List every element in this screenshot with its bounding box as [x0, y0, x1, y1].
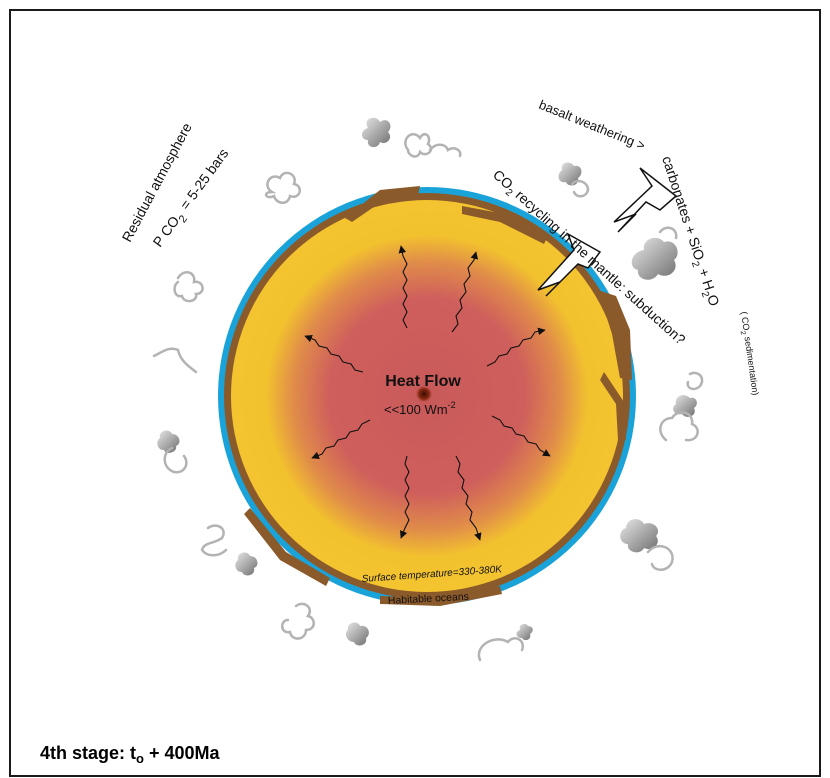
cloud-2: [558, 162, 582, 186]
core-dot: [415, 385, 433, 403]
pressure-value: = 5-25 bars: [177, 145, 232, 212]
wisp-9: [477, 637, 525, 662]
continent-top-right: [462, 206, 548, 244]
continent-bottom-left: [244, 508, 330, 586]
wisp-2: [428, 143, 462, 158]
heat-arrow-nw: [304, 334, 364, 373]
wisp-1: [404, 133, 433, 158]
wisp-14: [570, 179, 590, 198]
heat-flow-title: Heat Flow: [385, 373, 461, 390]
heat-flow-value: <<100 Wm-2: [384, 400, 456, 417]
weathering-line2: carbonates + SiO2 + H2O: [655, 154, 722, 309]
stage-label: 4th stage: to + 400Ma: [40, 743, 220, 766]
habitable-oceans: Habitable oceans: [388, 591, 470, 607]
cloud-1: [362, 117, 391, 148]
heat-arrow-n2: [451, 251, 479, 333]
continent-top-left: [345, 186, 420, 222]
wisp-3: [264, 171, 302, 204]
wisp-13: [658, 226, 678, 240]
weathering-arrow: [613, 167, 678, 233]
continent-right: [598, 290, 632, 380]
cloud-8: [235, 552, 258, 576]
cloud-wisps: [152, 133, 704, 662]
subducting-slab: [600, 372, 626, 440]
heat-flow-arrows: [304, 245, 551, 541]
wisp-4: [173, 270, 204, 303]
cloud-3: [631, 237, 678, 280]
subduction-arrow: [537, 232, 602, 297]
heat-arrow-s2: [455, 455, 482, 541]
cloud-6: [516, 623, 533, 641]
heat-arrow-n1: [398, 245, 408, 329]
cloud-7: [346, 622, 369, 646]
cloud-5: [620, 519, 659, 553]
heat-arrow-sw: [311, 419, 371, 460]
wisp-8: [281, 602, 315, 640]
sedimentation-note: ( CO2 sedimentation): [736, 311, 761, 396]
wisp-7: [200, 524, 228, 557]
cloud-9: [157, 430, 180, 453]
wisp-5: [152, 347, 198, 374]
continent-bottom: [380, 586, 502, 606]
wisp-10: [646, 544, 674, 571]
wisp-11: [659, 411, 699, 442]
heat-arrow-ne: [486, 327, 546, 367]
weathering-line1: basalt weathering >: [537, 97, 647, 153]
atmosphere-title: Residual atmosphere: [119, 120, 195, 245]
wisp-6: [163, 446, 188, 474]
clouds: [157, 117, 697, 646]
heat-arrow-se: [491, 415, 551, 457]
heat-arrow-s1: [399, 455, 410, 539]
wisp-12: [686, 371, 704, 391]
